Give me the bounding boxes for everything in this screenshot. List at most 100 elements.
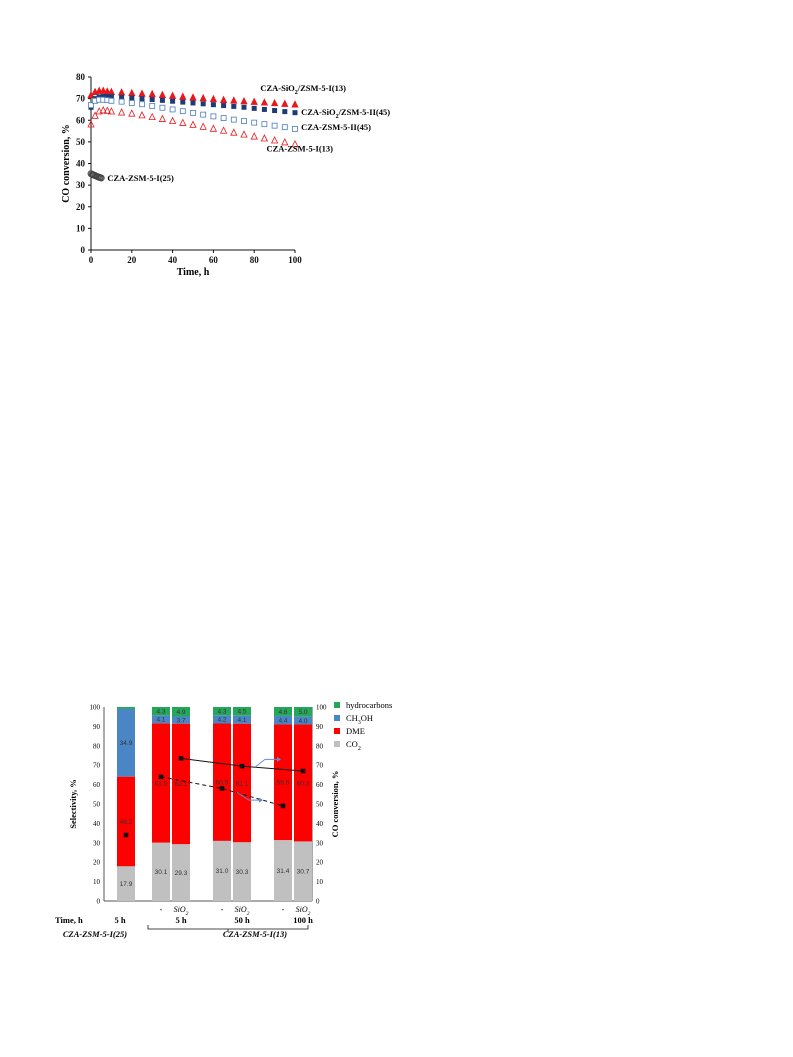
legend-swatch: [334, 715, 340, 721]
conversion-point: [158, 774, 164, 780]
data-point: [190, 100, 196, 106]
data-point: [108, 97, 115, 104]
data-point: [291, 100, 299, 108]
bar-value-label: 4.0: [298, 718, 307, 725]
data-point: [209, 124, 218, 132]
bar-segment-co2: [117, 866, 135, 901]
data-point: [91, 111, 99, 119]
bar-segment-dme: [294, 724, 312, 842]
bar-value-label: 4.1: [156, 717, 165, 724]
data-point: [104, 93, 110, 99]
series-annotation: CZA-ZSM-5-I(25): [107, 173, 174, 183]
right-axis-arrow: [254, 758, 277, 768]
y-tick-label: 60: [93, 781, 101, 789]
bar-value-label: 60.5: [216, 779, 229, 786]
bar-value-label: 4.9: [176, 709, 185, 716]
time-group-label: 5 h: [175, 915, 186, 925]
bar-value-label: 5.0: [298, 709, 307, 716]
y2-tick-label: 30: [316, 839, 324, 847]
y-tick-label: 80: [76, 72, 86, 82]
data-point: [128, 109, 136, 117]
data-point: [230, 96, 238, 104]
x-axis-title: Time, h: [177, 267, 210, 278]
conversion-point: [178, 756, 184, 761]
y-tick-label: 0: [97, 898, 101, 906]
right-axis-arrowhead: [277, 756, 281, 762]
data-point: [100, 93, 106, 99]
bar-segment-dme: [172, 723, 190, 845]
bar-value-label: 31.0: [216, 868, 229, 875]
conversion-point: [219, 786, 225, 791]
x-tick-label: 60: [209, 255, 219, 265]
y-tick-label: 70: [93, 762, 101, 770]
bar-value-label: 4.4: [278, 717, 287, 724]
bar-category-label: -: [160, 905, 163, 914]
data-point: [158, 90, 167, 98]
bar-segment-ch3oh: [117, 708, 135, 777]
data-point: [107, 107, 116, 115]
data-point: [291, 139, 299, 148]
bar-segment-hydrocarbons: [213, 707, 231, 716]
bar-value-label: 30.3: [236, 869, 249, 876]
time-group-label: 5 h: [114, 915, 125, 925]
bar-value-label: 4.3: [217, 708, 226, 715]
right-axis-arrowhead: [259, 797, 263, 803]
y2-axis-title: CO conversion, %: [330, 771, 340, 838]
data-point: [128, 88, 136, 97]
series-4: [87, 170, 105, 182]
bar-value-label: 46.2: [120, 819, 133, 826]
data-point: [200, 111, 207, 118]
bar-segment-dme: [274, 724, 292, 841]
data-point: [241, 118, 247, 125]
y2-tick-label: 0: [316, 898, 320, 906]
data-point: [220, 115, 227, 121]
y2-tick-label: 90: [316, 723, 324, 731]
data-point: [261, 106, 267, 112]
data-point: [250, 97, 258, 105]
data-point: [97, 174, 105, 182]
bar-category-label: -: [221, 905, 224, 914]
bar-value-label: 4.6: [278, 709, 287, 716]
data-point: [231, 103, 237, 109]
series-annotation: CZA-SiO2/ZSM-5-II(45): [301, 107, 390, 120]
data-point: [108, 94, 114, 100]
data-point: [292, 126, 298, 132]
bar-segment-ch3oh: [152, 715, 170, 724]
bar-segment-hydrocarbons: [152, 707, 170, 716]
bar-value-label: 17.9: [120, 881, 133, 888]
bar-segment-ch3oh: [172, 716, 190, 724]
y-tick-label: 50: [93, 801, 101, 809]
data-point: [240, 96, 248, 105]
data-point: [159, 104, 166, 111]
data-point: [158, 114, 167, 122]
x-tick-label: 0: [89, 255, 94, 265]
data-point: [260, 98, 269, 106]
y-tick-label: 70: [76, 94, 86, 104]
conversion-point: [300, 768, 306, 774]
data-point: [189, 120, 197, 128]
data-point: [199, 122, 207, 130]
series-0: [87, 86, 299, 108]
data-point: [230, 116, 237, 123]
y2-tick-label: 50: [316, 801, 324, 809]
data-point: [168, 116, 177, 124]
data-point: [117, 88, 126, 96]
y-tick-label: 90: [93, 723, 101, 731]
data-point: [148, 112, 156, 121]
data-point: [149, 103, 156, 109]
y-axis-title: Selectivity, %: [68, 779, 78, 829]
bar-value-label: 59.6: [277, 780, 290, 787]
data-point: [200, 101, 206, 107]
bar-segment-co2: [172, 844, 190, 901]
catalyst-group-label: CZA-ZSM-5-I(25): [63, 929, 127, 939]
legend-swatch: [334, 728, 340, 734]
bar-value-label: 29.3: [175, 870, 188, 877]
data-point: [251, 119, 258, 126]
data-point: [210, 102, 216, 108]
series-annotation: CZA-ZSM-5-II(45): [301, 122, 371, 132]
data-point: [281, 124, 288, 131]
data-point: [282, 109, 288, 115]
conversion-point: [280, 803, 286, 809]
data-point: [221, 103, 227, 109]
data-point: [149, 96, 155, 102]
